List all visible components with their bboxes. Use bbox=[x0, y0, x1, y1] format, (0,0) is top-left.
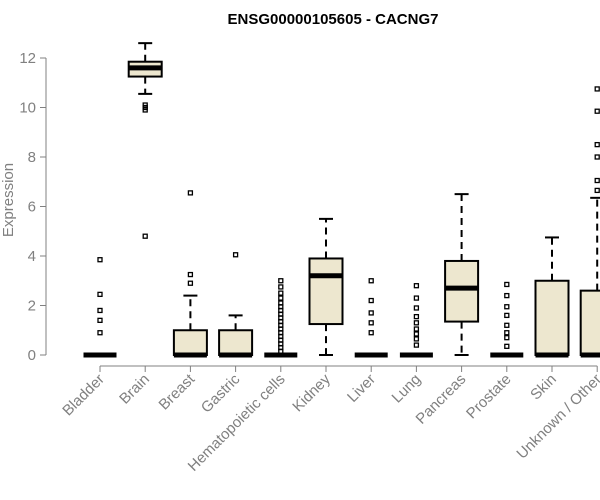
outlier-point bbox=[278, 290, 284, 296]
box-iqr bbox=[534, 279, 570, 356]
chart-title: ENSG00000105605 - CACNG7 bbox=[228, 11, 439, 28]
box-group-gastric bbox=[218, 252, 254, 358]
outlier-point bbox=[594, 141, 600, 148]
y-tick-label: 6 bbox=[28, 199, 36, 216]
outlier-point bbox=[97, 307, 103, 314]
box-group-brain bbox=[127, 42, 163, 239]
outlier-point bbox=[413, 313, 420, 320]
x-tick-label: Pancreas bbox=[413, 371, 470, 428]
plot-area bbox=[83, 42, 600, 358]
box-group-unknown-other bbox=[579, 86, 600, 358]
x-tick-label: Skin bbox=[527, 371, 560, 404]
outlier-point bbox=[413, 336, 420, 342]
y-tick-label: 8 bbox=[28, 149, 36, 166]
x-tick-label: Bladder bbox=[59, 371, 108, 420]
outlier-point bbox=[504, 304, 510, 310]
y-axis-title: Expression bbox=[0, 163, 17, 237]
outlier-point bbox=[368, 320, 374, 326]
outlier-point bbox=[187, 190, 194, 196]
outlier-point bbox=[413, 326, 420, 332]
outlier-point bbox=[594, 177, 600, 184]
outlier-point bbox=[413, 342, 420, 348]
box-group-pancreas bbox=[444, 193, 480, 356]
y-axis: 0 2 4 6 8 10 12 bbox=[19, 50, 47, 364]
outlier-point bbox=[368, 297, 374, 304]
outlier-point bbox=[504, 343, 510, 349]
x-tick-label: Prostate bbox=[463, 371, 515, 423]
box-group-breast bbox=[172, 190, 208, 358]
y-tick-label: 2 bbox=[28, 298, 36, 315]
outlier-point bbox=[278, 284, 284, 290]
outlier-point bbox=[413, 320, 420, 326]
outlier-point bbox=[504, 312, 510, 319]
outlier-point bbox=[594, 154, 600, 160]
outlier-point bbox=[413, 283, 420, 289]
outlier-point bbox=[594, 108, 600, 114]
outlier-point bbox=[504, 335, 510, 341]
outlier-point bbox=[413, 295, 420, 301]
outlier-point bbox=[232, 252, 239, 258]
x-tick-label: Lung bbox=[389, 371, 425, 407]
outlier-point bbox=[594, 86, 600, 92]
x-tick-label: Brain bbox=[116, 371, 153, 408]
outlier-point bbox=[413, 305, 420, 311]
outlier-point bbox=[504, 281, 510, 288]
box-group-kidney bbox=[308, 217, 344, 356]
x-tick-label: Liver bbox=[344, 371, 379, 406]
outlier-point bbox=[142, 107, 148, 113]
outlier-point bbox=[187, 271, 194, 278]
outlier-point bbox=[368, 330, 374, 336]
box-group-liver bbox=[354, 278, 388, 358]
outlier-point bbox=[97, 291, 103, 298]
y-tick-label: 10 bbox=[19, 100, 36, 117]
box-iqr bbox=[218, 329, 254, 356]
outlier-point bbox=[368, 278, 374, 284]
outlier-point bbox=[368, 310, 374, 316]
box-group-hematopoietic-cells bbox=[264, 278, 298, 358]
outlier-point bbox=[278, 300, 284, 306]
outlier-point bbox=[278, 278, 284, 284]
y-tick-label: 4 bbox=[28, 248, 36, 265]
outlier-point bbox=[413, 331, 420, 337]
outlier-point bbox=[504, 330, 510, 336]
outlier-point bbox=[97, 317, 103, 324]
outlier-point bbox=[187, 280, 194, 286]
outlier-point bbox=[504, 292, 510, 299]
x-tick-label: Kidney bbox=[289, 370, 334, 415]
outlier-point bbox=[504, 322, 510, 328]
outlier-point bbox=[278, 295, 284, 301]
box-iqr bbox=[172, 329, 208, 356]
box-group-lung bbox=[399, 283, 433, 358]
box-group-prostate bbox=[490, 281, 524, 358]
box-iqr bbox=[308, 257, 344, 326]
x-tick-label: Breast bbox=[156, 370, 199, 413]
outlier-point bbox=[97, 257, 103, 263]
outlier-point bbox=[97, 330, 103, 336]
outlier-point bbox=[594, 187, 600, 194]
y-tick-label: 12 bbox=[19, 50, 36, 67]
y-tick-label: 0 bbox=[28, 347, 36, 364]
box-group-bladder bbox=[83, 257, 117, 358]
outlier-point bbox=[142, 233, 148, 239]
box-group-skin bbox=[534, 236, 570, 358]
box-iqr bbox=[444, 259, 480, 323]
box-iqr bbox=[579, 289, 600, 356]
